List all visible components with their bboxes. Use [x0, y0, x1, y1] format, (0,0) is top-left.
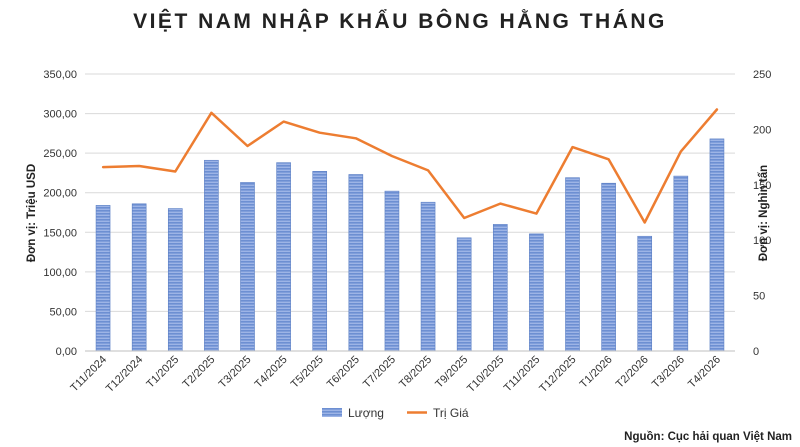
bar — [420, 201, 436, 352]
y-axis-label-left: Đơn vị: Triệu USD — [26, 164, 38, 262]
bar — [492, 224, 508, 352]
x-tick-label: T1/2025 — [144, 354, 181, 391]
y-tick-label-left: 300,00 — [43, 109, 77, 121]
x-tick-label: T10/2025 — [465, 354, 506, 395]
bar — [601, 182, 616, 352]
y-tick-label-left: 0,00 — [56, 346, 77, 358]
bar — [167, 208, 183, 352]
bar — [276, 162, 291, 352]
x-tick-label: T3/2026 — [650, 354, 687, 391]
y-tick-label-left: 250,00 — [43, 148, 77, 160]
bar — [709, 138, 725, 352]
x-tick-label: T2/2026 — [614, 354, 651, 391]
legend: Lượng Trị Giá — [322, 406, 469, 420]
x-tick-label: T9/2025 — [433, 354, 470, 391]
gridlines — [85, 73, 735, 312]
bar — [240, 182, 255, 352]
line-series — [101, 108, 719, 224]
x-tick-label: T11/2024 — [68, 354, 109, 395]
x-tick-label: T4/2026 — [686, 354, 723, 391]
bar — [204, 159, 219, 352]
y-axis-label-right: Đơn vị: Nghìn tấn — [758, 165, 770, 261]
bar — [673, 175, 689, 352]
source-note: Nguồn: Cục hải quan Việt Nam — [624, 431, 792, 443]
x-tick-label: T11/2025 — [502, 354, 543, 395]
bar — [565, 177, 580, 352]
chart-title: VIỆT NAM NHẬP KHẨU BÔNG HẰNG THÁNG — [133, 9, 667, 33]
x-tick-label: T8/2025 — [397, 354, 434, 391]
x-tick-label: T5/2025 — [289, 354, 326, 391]
bar — [384, 190, 400, 352]
y-tick-label-right: 0 — [753, 346, 759, 358]
y-tick-label-right: 100 — [753, 235, 771, 247]
x-tick-label: T7/2025 — [361, 354, 398, 391]
y-tick-label-left: 150,00 — [43, 227, 77, 239]
line-tri-gia — [101, 108, 719, 224]
y-tick-label-right: 50 — [753, 291, 765, 303]
x-tick-label: T12/2024 — [104, 354, 145, 395]
bar — [637, 235, 653, 352]
legend-label-bar: Lượng — [348, 406, 384, 420]
y-tick-label-right: 150 — [753, 180, 771, 192]
x-tick-label: T6/2025 — [325, 354, 362, 391]
bar-series — [95, 138, 725, 352]
y-tick-label-right: 250 — [753, 69, 771, 81]
x-tick-label: T3/2025 — [217, 354, 254, 391]
x-tick-label: T4/2025 — [253, 354, 290, 391]
bar — [456, 237, 472, 352]
y-tick-label-left: 100,00 — [43, 267, 77, 279]
bar — [95, 205, 111, 352]
bar — [348, 174, 364, 352]
legend-swatch-bar — [322, 408, 342, 417]
bar — [131, 203, 147, 352]
y-tick-label-right: 200 — [753, 124, 771, 136]
legend-label-line: Trị Giá — [433, 406, 469, 420]
x-tick-label: T12/2025 — [537, 354, 578, 395]
bar — [312, 171, 328, 352]
right-axis-ticks: 0 50 100 150 200 250 — [753, 69, 771, 358]
bar — [529, 233, 544, 352]
y-tick-label-left: 350,00 — [43, 69, 77, 81]
y-tick-label-left: 200,00 — [43, 188, 77, 200]
x-tick-label: T2/2025 — [180, 354, 217, 391]
y-tick-label-left: 50,00 — [49, 306, 77, 318]
left-axis-ticks: 0,00 50,00 100,00 150,00 200,00 250,00 300,00 3… — [43, 69, 77, 358]
x-tick-label: T1/2026 — [578, 354, 615, 391]
